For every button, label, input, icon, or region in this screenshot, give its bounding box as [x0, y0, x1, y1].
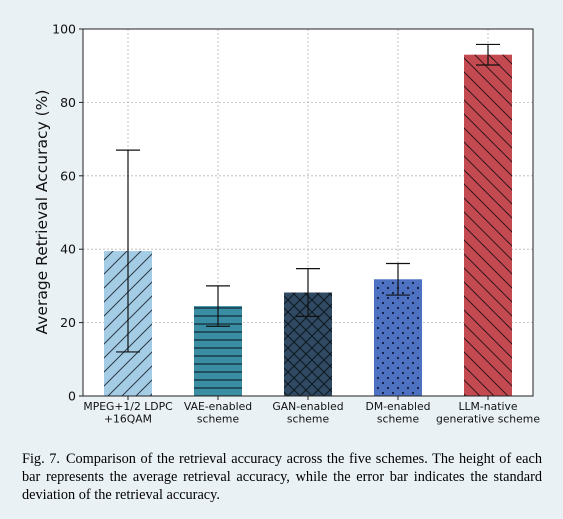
bar-chart: 0 20 40 60 80 100 MPEG+1/2 LDPC+16QAM VAE-enab…	[33, 22, 540, 426]
x-tick-label: LLM-native	[459, 400, 518, 413]
bar-hatch	[374, 279, 422, 396]
x-tick-label: scheme	[287, 413, 330, 426]
x-tick-label: scheme	[197, 413, 240, 426]
x-tick-label: scheme	[377, 413, 420, 426]
y-tick-label: 100	[52, 22, 76, 37]
x-tick-label: GAN-enabled	[272, 400, 343, 413]
x-tick-label: generative scheme	[436, 413, 540, 426]
y-tick-label: 20	[60, 315, 76, 330]
x-tick-label: MPEG+1/2 LDPC	[83, 400, 172, 413]
y-tick-label: 40	[60, 242, 76, 257]
figure-caption: Fig. 7. Comparison of the retrieval accur…	[22, 450, 542, 504]
y-axis-label: Average Retrieval Accuracy (%)	[33, 90, 51, 335]
x-tick-label: DM-enabled	[366, 400, 431, 413]
y-tick-label: 80	[60, 95, 76, 110]
x-tick-label: +16QAM	[104, 413, 152, 426]
caption-text: Comparison of the retrieval accuracy acr…	[22, 451, 542, 503]
caption-label: Fig. 7.	[22, 451, 60, 467]
y-tick-label: 60	[60, 168, 76, 183]
bar-hatch	[464, 54, 512, 396]
x-tick-label: VAE-enabled	[184, 400, 252, 413]
y-tick-label: 0	[68, 389, 76, 404]
